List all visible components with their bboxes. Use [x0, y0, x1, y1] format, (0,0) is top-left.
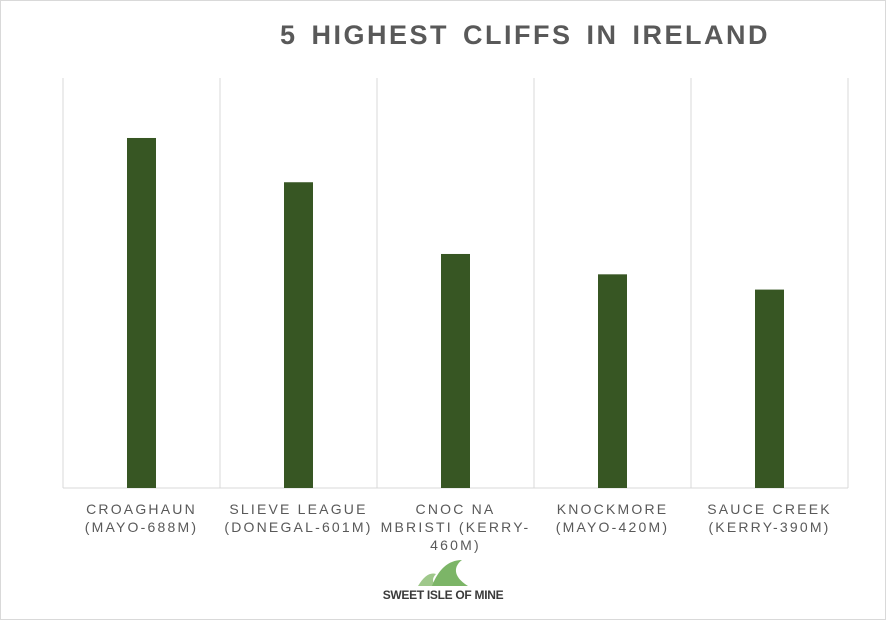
x-tick-label: CROAGHAUN (MAYO-688M) [84, 501, 199, 535]
bar [441, 253, 470, 488]
x-tick-label: KNOCKMORE (MAYO-420M) [555, 501, 670, 535]
logo-icon [418, 560, 468, 586]
x-tick-label: CNOC NA MBRISTI (KERRY-460M) [380, 501, 531, 553]
bar [598, 274, 627, 488]
x-tick-label: SLIEVE LEAGUE (DONEGAL-601M) [224, 501, 373, 535]
bar [127, 137, 156, 489]
bar [284, 182, 313, 488]
bar [755, 289, 784, 488]
watermark: SWEET ISLE OF MINE [382, 588, 504, 602]
x-tick-label: SAUCE CREEK (KERRY-390M) [707, 501, 832, 535]
chart-title: 5 HIGHEST CLIFFS IN IRELAND [279, 20, 771, 50]
